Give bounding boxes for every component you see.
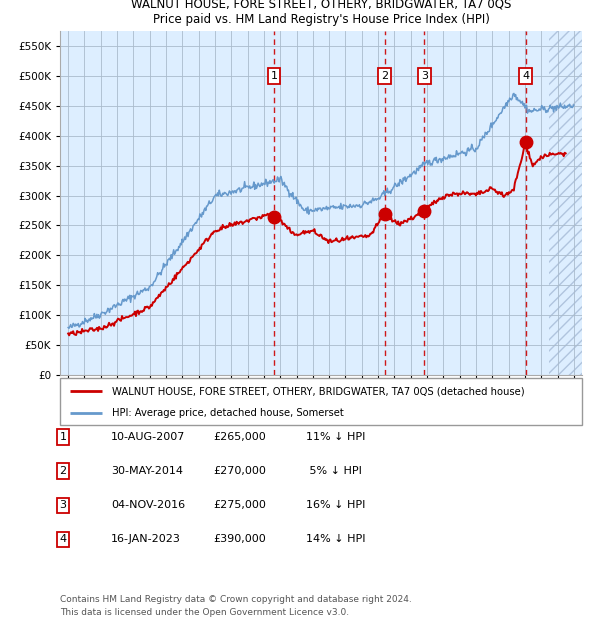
Text: £275,000: £275,000 — [213, 500, 266, 510]
Text: 2: 2 — [381, 71, 388, 81]
Text: 3: 3 — [59, 500, 67, 510]
Text: WALNUT HOUSE, FORE STREET, OTHERY, BRIDGWATER, TA7 0QS (detached house): WALNUT HOUSE, FORE STREET, OTHERY, BRIDG… — [112, 386, 525, 396]
Text: 2: 2 — [59, 466, 67, 476]
Text: 3: 3 — [421, 71, 428, 81]
Text: 5% ↓ HPI: 5% ↓ HPI — [306, 466, 362, 476]
Text: 30-MAY-2014: 30-MAY-2014 — [111, 466, 183, 476]
Text: 4: 4 — [59, 534, 67, 544]
Text: £390,000: £390,000 — [213, 534, 266, 544]
Text: 16% ↓ HPI: 16% ↓ HPI — [306, 500, 365, 510]
Text: £265,000: £265,000 — [213, 432, 266, 442]
Text: 16-JAN-2023: 16-JAN-2023 — [111, 534, 181, 544]
Text: Contains HM Land Registry data © Crown copyright and database right 2024.
This d: Contains HM Land Registry data © Crown c… — [60, 595, 412, 617]
Text: HPI: Average price, detached house, Somerset: HPI: Average price, detached house, Some… — [112, 408, 344, 418]
Text: £270,000: £270,000 — [213, 466, 266, 476]
Text: 11% ↓ HPI: 11% ↓ HPI — [306, 432, 365, 442]
Text: 10-AUG-2007: 10-AUG-2007 — [111, 432, 185, 442]
FancyBboxPatch shape — [60, 378, 582, 425]
Text: 1: 1 — [271, 71, 277, 81]
Text: 4: 4 — [522, 71, 529, 81]
Text: 1: 1 — [59, 432, 67, 442]
Text: 04-NOV-2016: 04-NOV-2016 — [111, 500, 185, 510]
Text: 14% ↓ HPI: 14% ↓ HPI — [306, 534, 365, 544]
Title: WALNUT HOUSE, FORE STREET, OTHERY, BRIDGWATER, TA7 0QS
Price paid vs. HM Land Re: WALNUT HOUSE, FORE STREET, OTHERY, BRIDG… — [131, 0, 511, 25]
